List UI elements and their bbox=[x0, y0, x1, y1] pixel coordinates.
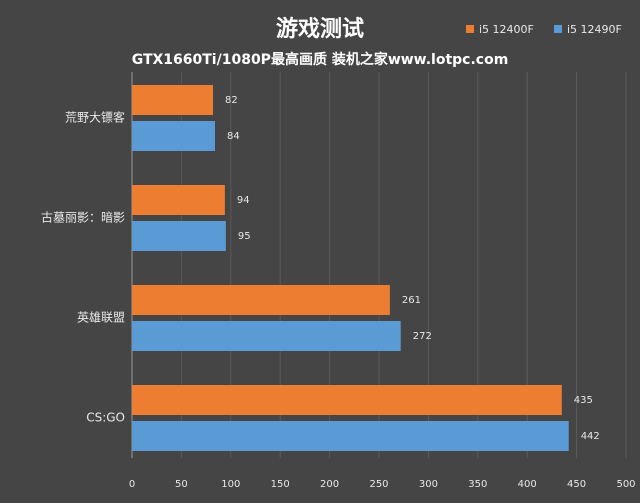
bar bbox=[132, 421, 569, 451]
legend-swatch bbox=[466, 25, 474, 33]
value-label: 442 bbox=[581, 431, 600, 442]
value-label: 435 bbox=[574, 395, 593, 406]
x-tick-label: 150 bbox=[271, 479, 290, 490]
bar bbox=[132, 221, 226, 251]
bar bbox=[132, 321, 401, 351]
x-tick-label: 250 bbox=[369, 479, 388, 490]
y-tick-label: CS:GO bbox=[86, 411, 125, 425]
x-tick-label: 500 bbox=[616, 479, 635, 490]
bar bbox=[132, 385, 562, 415]
y-tick-label: 英雄联盟 bbox=[77, 310, 125, 325]
legend-swatch bbox=[554, 25, 562, 33]
bar bbox=[132, 85, 214, 115]
x-tick-label: 100 bbox=[221, 479, 240, 490]
x-tick-label: 50 bbox=[175, 479, 188, 490]
value-label: 261 bbox=[402, 295, 421, 306]
value-label: 94 bbox=[237, 195, 250, 206]
y-tick-label: 荒野大镖客 bbox=[65, 110, 125, 125]
legend-label: i5 12490F bbox=[567, 23, 622, 36]
legend-label: i5 12400F bbox=[479, 23, 534, 36]
value-label: 82 bbox=[225, 95, 238, 106]
bar bbox=[132, 121, 215, 151]
value-label: 84 bbox=[227, 131, 240, 142]
value-label: 95 bbox=[238, 231, 251, 242]
x-tick-label: 0 bbox=[129, 479, 135, 490]
y-tick-label: 古墓丽影：暗影 bbox=[41, 210, 125, 225]
bar bbox=[132, 285, 390, 315]
x-tick-label: 450 bbox=[567, 479, 586, 490]
x-tick-label: 200 bbox=[320, 479, 339, 490]
chart-subtitle: GTX1660Ti/1080P最高画质 装机之家www.lotpc.com bbox=[132, 51, 509, 68]
chart-title: 游戏测试 bbox=[276, 16, 364, 42]
x-tick-label: 400 bbox=[518, 479, 537, 490]
x-tick-label: 300 bbox=[419, 479, 438, 490]
value-label: 272 bbox=[413, 331, 432, 342]
bar bbox=[132, 185, 225, 215]
x-tick-label: 350 bbox=[468, 479, 487, 490]
